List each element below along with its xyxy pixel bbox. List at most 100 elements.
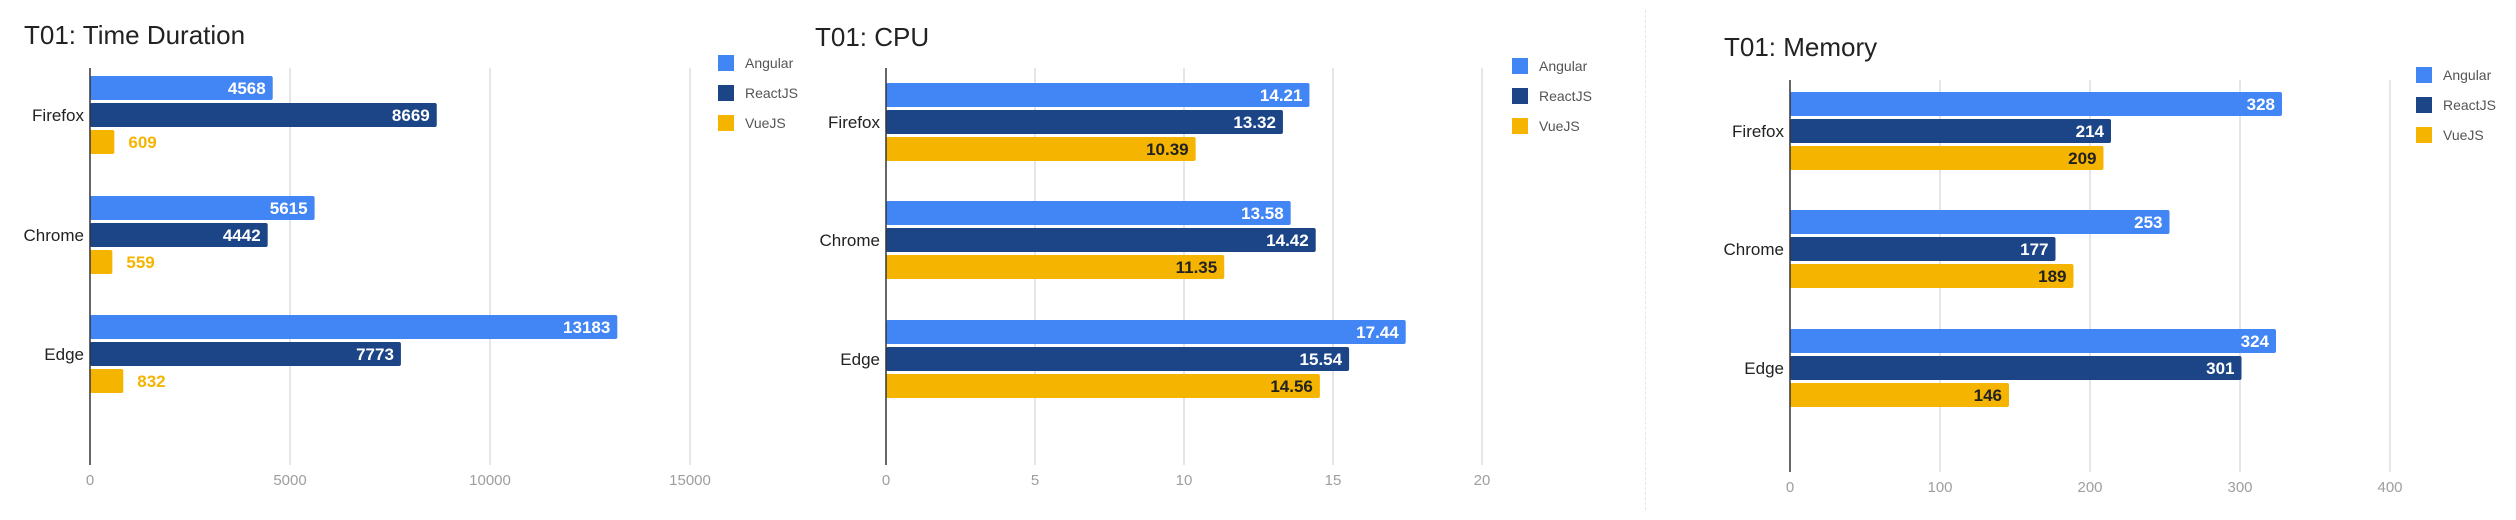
t01-time-duration-legend-swatch-reactjs <box>718 85 734 101</box>
t01-time-duration-data-label-reactjs-firefox: 8669 <box>392 106 430 125</box>
t01-memory-bar-vuejs-firefox <box>1790 146 2104 170</box>
t01-time-duration-bar-vuejs-firefox <box>90 130 115 154</box>
t01-cpu-category-label-chrome: Chrome <box>820 231 880 250</box>
t01-memory-legend-swatch-reactjs <box>2416 97 2432 113</box>
t01-memory-data-label-vuejs-firefox: 209 <box>2068 149 2096 168</box>
t01-time-duration-x-tick-label-3: 15000 <box>669 472 711 489</box>
t01-memory-data-label-vuejs-chrome: 189 <box>2038 267 2066 286</box>
t01-cpu-bar-reactjs-firefox <box>886 110 1283 134</box>
t01-cpu-x-tick-label-1: 5 <box>1031 472 1039 489</box>
t01-memory-x-tick-label-2: 200 <box>2077 479 2102 496</box>
t01-memory-bar-reactjs-chrome <box>1790 237 2056 261</box>
t01-time-duration-bar-vuejs-edge <box>90 369 124 393</box>
t01-time-duration-data-label-vuejs-firefox: 609 <box>128 133 156 152</box>
t01-time-duration-bar-angular-chrome <box>90 196 315 220</box>
t01-time-duration-legend-label-angular: Angular <box>745 55 794 71</box>
t01-time-duration-x-tick-label-1: 5000 <box>273 472 306 489</box>
t01-memory-bar-angular-chrome <box>1790 210 2170 234</box>
t01-cpu-x-tick-label-3: 15 <box>1325 472 1342 489</box>
t01-memory-data-label-reactjs-chrome: 177 <box>2020 240 2048 259</box>
t01-time-duration-title: T01: Time Duration <box>24 20 245 50</box>
t01-time-duration-data-label-reactjs-edge: 7773 <box>356 345 394 364</box>
t01-time-duration-category-label-edge: Edge <box>44 345 84 364</box>
t01-cpu-bar-vuejs-firefox <box>886 137 1196 161</box>
t01-cpu-data-label-reactjs-chrome: 14.42 <box>1266 231 1309 250</box>
t01-cpu-title: T01: CPU <box>815 22 929 52</box>
t01-memory-legend-swatch-vuejs <box>2416 127 2432 143</box>
t01-cpu-bar-angular-firefox <box>886 83 1310 107</box>
t01-time-duration-bar-angular-firefox <box>90 76 273 100</box>
t01-memory-category-label-firefox: Firefox <box>1732 122 1784 141</box>
t01-cpu-x-tick-label-4: 20 <box>1474 472 1491 489</box>
t01-cpu-category-label-edge: Edge <box>840 350 880 369</box>
t01-time-duration-category-label-firefox: Firefox <box>32 106 84 125</box>
t01-memory-legend-label-reactjs: ReactJS <box>2443 97 2496 113</box>
t01-cpu-data-label-reactjs-edge: 15.54 <box>1300 350 1343 369</box>
t01-time-duration-x-tick-label-2: 10000 <box>469 472 511 489</box>
t01-time-duration-bar-angular-edge <box>90 315 618 339</box>
t01-memory-x-tick-label-1: 100 <box>1927 479 1952 496</box>
t01-time-duration-bar-reactjs-chrome <box>90 223 268 247</box>
t01-memory-category-label-edge: Edge <box>1744 359 1784 378</box>
t01-memory-bar-vuejs-edge <box>1790 383 2009 407</box>
t01-time-duration-data-label-vuejs-edge: 832 <box>137 372 165 391</box>
t01-time-duration-bar-reactjs-firefox <box>90 103 437 127</box>
t01-cpu-legend-swatch-angular <box>1512 58 1528 74</box>
t01-cpu-legend-label-reactjs: ReactJS <box>1539 88 1592 104</box>
t01-memory-data-label-reactjs-edge: 301 <box>2206 359 2234 378</box>
t01-cpu-legend-label-vuejs: VueJS <box>1539 118 1580 134</box>
t01-time-duration-legend-label-vuejs: VueJS <box>745 115 786 131</box>
t01-memory-legend-label-vuejs: VueJS <box>2443 127 2484 143</box>
t01-memory-data-label-reactjs-firefox: 214 <box>2076 122 2105 141</box>
t01-time-duration-legend-swatch-angular <box>718 55 734 71</box>
t01-cpu-bar-angular-edge <box>886 320 1406 344</box>
t01-cpu-data-label-reactjs-firefox: 13.32 <box>1233 113 1276 132</box>
t01-memory-data-label-angular-firefox: 328 <box>2247 95 2275 114</box>
t01-time-duration-data-label-vuejs-chrome: 559 <box>126 253 154 272</box>
t01-memory-category-label-chrome: Chrome <box>1724 240 1784 259</box>
panel-divider <box>1645 10 1646 510</box>
t01-memory-x-tick-label-3: 300 <box>2227 479 2252 496</box>
t01-cpu-data-label-angular-firefox: 14.21 <box>1260 86 1303 105</box>
t01-memory-x-tick-label-0: 0 <box>1786 479 1794 496</box>
t01-cpu-data-label-angular-edge: 17.44 <box>1356 323 1399 342</box>
chart-time-duration: T01: Time Duration 0 5000 10000 15000 4568 866… <box>0 0 800 520</box>
t01-memory-data-label-vuejs-edge: 146 <box>1974 386 2002 405</box>
t01-time-duration-legend-swatch-vuejs <box>718 115 734 131</box>
t01-memory-bar-reactjs-edge <box>1790 356 2242 380</box>
t01-memory-title: T01: Memory <box>1724 32 1877 62</box>
t01-time-duration-x-tick-label-0: 0 <box>86 472 94 489</box>
t01-cpu-legend-swatch-reactjs <box>1512 88 1528 104</box>
t01-time-duration-category-label-chrome: Chrome <box>24 226 84 245</box>
t01-time-duration-bar-reactjs-edge <box>90 342 401 366</box>
t01-cpu-bar-angular-chrome <box>886 201 1291 225</box>
t01-cpu-data-label-vuejs-edge: 14.56 <box>1270 377 1313 396</box>
chart-time-duration-svg: T01: Time Duration 0 5000 10000 15000 4568 866… <box>24 20 798 489</box>
t01-cpu-bar-reactjs-chrome <box>886 228 1316 252</box>
t01-cpu-bar-reactjs-edge <box>886 347 1350 371</box>
t01-time-duration-data-label-angular-chrome: 5615 <box>270 199 308 218</box>
t01-time-duration-data-label-reactjs-chrome: 4442 <box>223 226 261 245</box>
t01-time-duration-bar-vuejs-chrome <box>90 250 113 274</box>
t01-cpu-bar-vuejs-edge <box>886 374 1320 398</box>
chart-memory: T01: Memory 0 100 200 300 400 328 214 209 Firefox… <box>1700 0 2516 520</box>
t01-cpu-bar-vuejs-chrome <box>886 255 1225 279</box>
t01-memory-data-label-angular-chrome: 253 <box>2134 213 2162 232</box>
t01-cpu-data-label-vuejs-firefox: 10.39 <box>1146 140 1189 159</box>
t01-memory-x-tick-label-4: 400 <box>2377 479 2402 496</box>
t01-cpu-x-tick-label-0: 0 <box>882 472 890 489</box>
t01-cpu-legend-swatch-vuejs <box>1512 118 1528 134</box>
t01-memory-bar-reactjs-firefox <box>1790 119 2111 143</box>
t01-memory-data-label-angular-edge: 324 <box>2241 332 2270 351</box>
chart-memory-svg: T01: Memory 0 100 200 300 400 328 214 209 Firefox… <box>1724 32 2496 496</box>
t01-memory-bar-vuejs-chrome <box>1790 264 2074 288</box>
t01-time-duration-data-label-angular-firefox: 4568 <box>228 79 266 98</box>
t01-time-duration-data-label-angular-edge: 13183 <box>563 318 610 337</box>
t01-time-duration-legend-label-reactjs: ReactJS <box>745 85 798 101</box>
t01-memory-legend-swatch-angular <box>2416 67 2432 83</box>
t01-memory-legend-label-angular: Angular <box>2443 67 2492 83</box>
chart-cpu-svg: T01: CPU 0 5 10 15 20 14.21 13.32 10.39 Firefox 13… <box>815 22 1592 489</box>
chart-cpu: T01: CPU 0 5 10 15 20 14.21 13.32 10.39 Firefox 13… <box>800 0 1645 520</box>
t01-cpu-legend-label-angular: Angular <box>1539 58 1588 74</box>
t01-cpu-data-label-angular-chrome: 13.58 <box>1241 204 1284 223</box>
